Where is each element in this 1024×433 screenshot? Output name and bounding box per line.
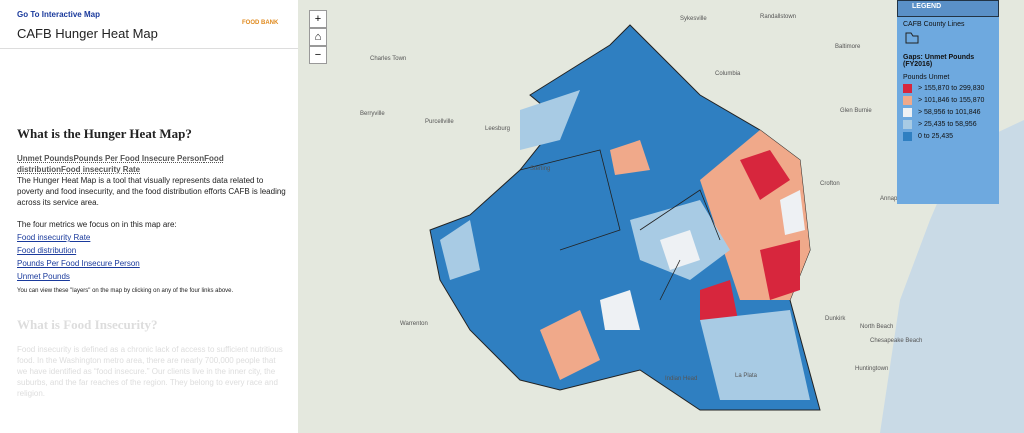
place-label: Purcellville <box>425 119 454 125</box>
tab[interactable]: Food distribution <box>17 154 224 174</box>
tab[interactable]: Food insecurity Rate <box>61 165 141 174</box>
tab[interactable]: Unmet Pounds <box>17 154 74 163</box>
links: Food insecurity Rate Food distribution Pou… <box>17 232 287 282</box>
legend-label: > 25,435 to 58,956 <box>918 121 977 128</box>
legend-label: 0 to 25,435 <box>918 133 954 140</box>
place-label: Randallstown <box>760 14 796 20</box>
legend-swatch <box>903 108 912 117</box>
place-labels: Baltimore Sykesville Randallstown Columbia G… <box>360 14 922 382</box>
legend-layer: CAFB County Lines <box>903 21 965 28</box>
place-label: Chesapeake Beach <box>870 338 922 344</box>
place-label: Dunkirk <box>825 316 846 322</box>
place-label: Charles Town <box>370 56 406 62</box>
map-control[interactable]: ⌂ <box>309 28 327 46</box>
tabs: Unmet PoundsPounds Per Food Insecure Per… <box>17 153 287 175</box>
legend-item: 0 to 25,435 <box>903 132 993 141</box>
side-panel: Go To Interactive Map CAFB Hunger Heat M… <box>0 0 298 433</box>
legend-item: > 25,435 to 58,956 <box>903 120 993 129</box>
map-control[interactable]: + <box>309 10 327 28</box>
place-label: Baltimore <box>835 44 861 50</box>
place-label: Huntingtown <box>855 366 888 372</box>
place-label: Warrenton <box>400 321 428 327</box>
legend-swatch <box>903 84 912 93</box>
legend-item: > 101,846 to 155,870 <box>903 96 993 105</box>
metric-link[interactable]: Food distribution <box>17 246 77 255</box>
legend-item: > 58,956 to 101,846 <box>903 108 993 117</box>
place-label: Leesburg <box>485 126 510 132</box>
place-label: Crofton <box>820 181 840 187</box>
place-label: Glen Burnie <box>840 108 872 114</box>
place-label: Annapolis <box>880 196 906 202</box>
content: What is the Hunger Heat Map? Unmet Pound… <box>17 126 287 399</box>
legend: LEGEND CAFB County Lines Gaps: Unmet Pou… <box>897 0 999 204</box>
tab[interactable]: Pounds Per Food Insecure Person <box>73 154 205 163</box>
app-title: CAFB Hunger Heat Map <box>17 26 158 41</box>
logo: FOOD BANK <box>242 20 279 26</box>
map-control[interactable]: − <box>309 46 327 64</box>
interactive-map-link[interactable]: Go To Interactive Map <box>17 10 100 19</box>
legend-subtitle: Pounds Unmet <box>903 74 950 81</box>
legend-swatch <box>903 120 912 129</box>
place-label: Sterling <box>530 166 550 172</box>
place-label: Sykesville <box>680 16 707 22</box>
legend-label: > 155,870 to 299,830 <box>918 85 985 92</box>
heading: What is the Hunger Heat Map? <box>17 126 192 141</box>
heading: What is Food Insecurity? <box>17 317 158 332</box>
place-label: Columbia <box>715 71 741 77</box>
region <box>600 190 805 330</box>
legend-label: > 101,846 to 155,870 <box>918 97 985 104</box>
legend-title[interactable]: LEGEND <box>897 0 999 17</box>
place-label: Berryville <box>360 111 385 117</box>
map[interactable]: Baltimore Sykesville Randallstown Columbia G… <box>298 0 1024 433</box>
legend-label: > 58,956 to 101,846 <box>918 109 981 116</box>
note: You can view these "layers" on the map b… <box>17 288 234 294</box>
metric-link[interactable]: Food insecurity Rate <box>17 233 91 242</box>
county-lines <box>519 149 721 301</box>
metric-link[interactable]: Unmet Pounds <box>17 272 70 281</box>
region <box>700 150 800 330</box>
metric-link[interactable]: Pounds Per Food Insecure Person <box>17 259 140 268</box>
paragraph: The Hunger Heat Map is a tool that visua… <box>17 176 286 207</box>
place-label: Indian Head <box>665 376 697 382</box>
place-label: North Beach <box>860 324 893 330</box>
region <box>540 140 650 380</box>
legend-item: > 155,870 to 299,830 <box>903 84 993 93</box>
paragraph: Food insecurity is defined as a chronic … <box>17 345 283 398</box>
region <box>440 90 810 400</box>
legend-items: > 155,870 to 299,830 > 101,846 to 155,870… <box>897 84 999 141</box>
place-label: La Plata <box>735 373 758 379</box>
legend-swatch <box>903 96 912 105</box>
legend-layer: Gaps: Unmet Pounds (FY2016) <box>903 54 975 68</box>
county-swatch <box>905 32 919 44</box>
header: Go To Interactive Map CAFB Hunger Heat M… <box>0 0 298 49</box>
list-intro: The four metrics we focus on in this map… <box>17 220 177 229</box>
legend-swatch <box>903 132 912 141</box>
